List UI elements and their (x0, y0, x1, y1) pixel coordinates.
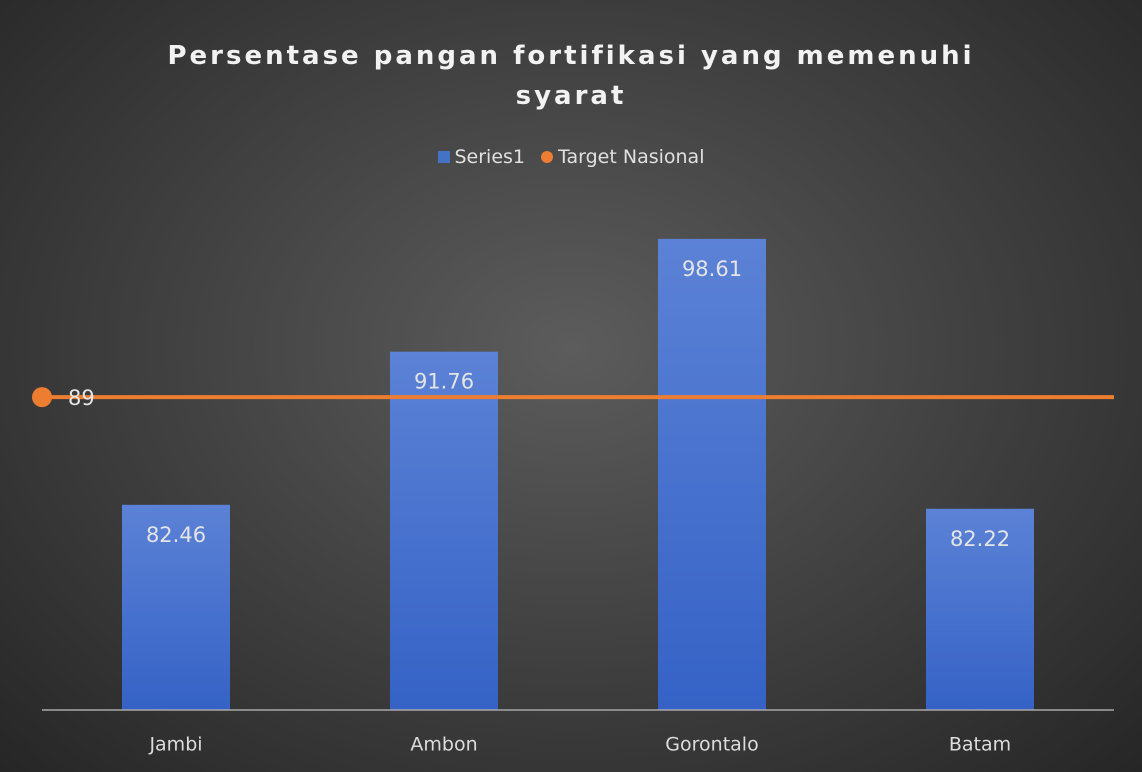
bar (122, 504, 230, 710)
legend-label: Series1 (454, 146, 526, 168)
target-marker (32, 387, 52, 408)
bar (658, 238, 766, 710)
legend: Series1 Target Nasional (0, 146, 1142, 168)
data-label: 91.76 (414, 370, 474, 394)
legend-swatch (437, 151, 450, 163)
data-label: 82.22 (950, 527, 1010, 551)
data-label: 82.46 (146, 523, 206, 547)
bar (926, 508, 1034, 710)
legend-item: Series1 (437, 146, 526, 168)
legend-label: Target Nasional (558, 146, 705, 168)
legend-item: Target Nasional (541, 146, 704, 168)
x-tick-label: Jambi (148, 734, 202, 756)
bar (390, 351, 498, 710)
data-label: 98.61 (682, 257, 742, 281)
x-tick-label: Batam (949, 734, 1011, 756)
x-tick-label: Gorontalo (665, 734, 758, 756)
chart-title: Persentase pangan fortifikasi yang memen… (167, 41, 975, 111)
x-tick-label: Ambon (410, 734, 477, 756)
data-label: 89 (68, 386, 95, 410)
legend-swatch (541, 151, 554, 163)
